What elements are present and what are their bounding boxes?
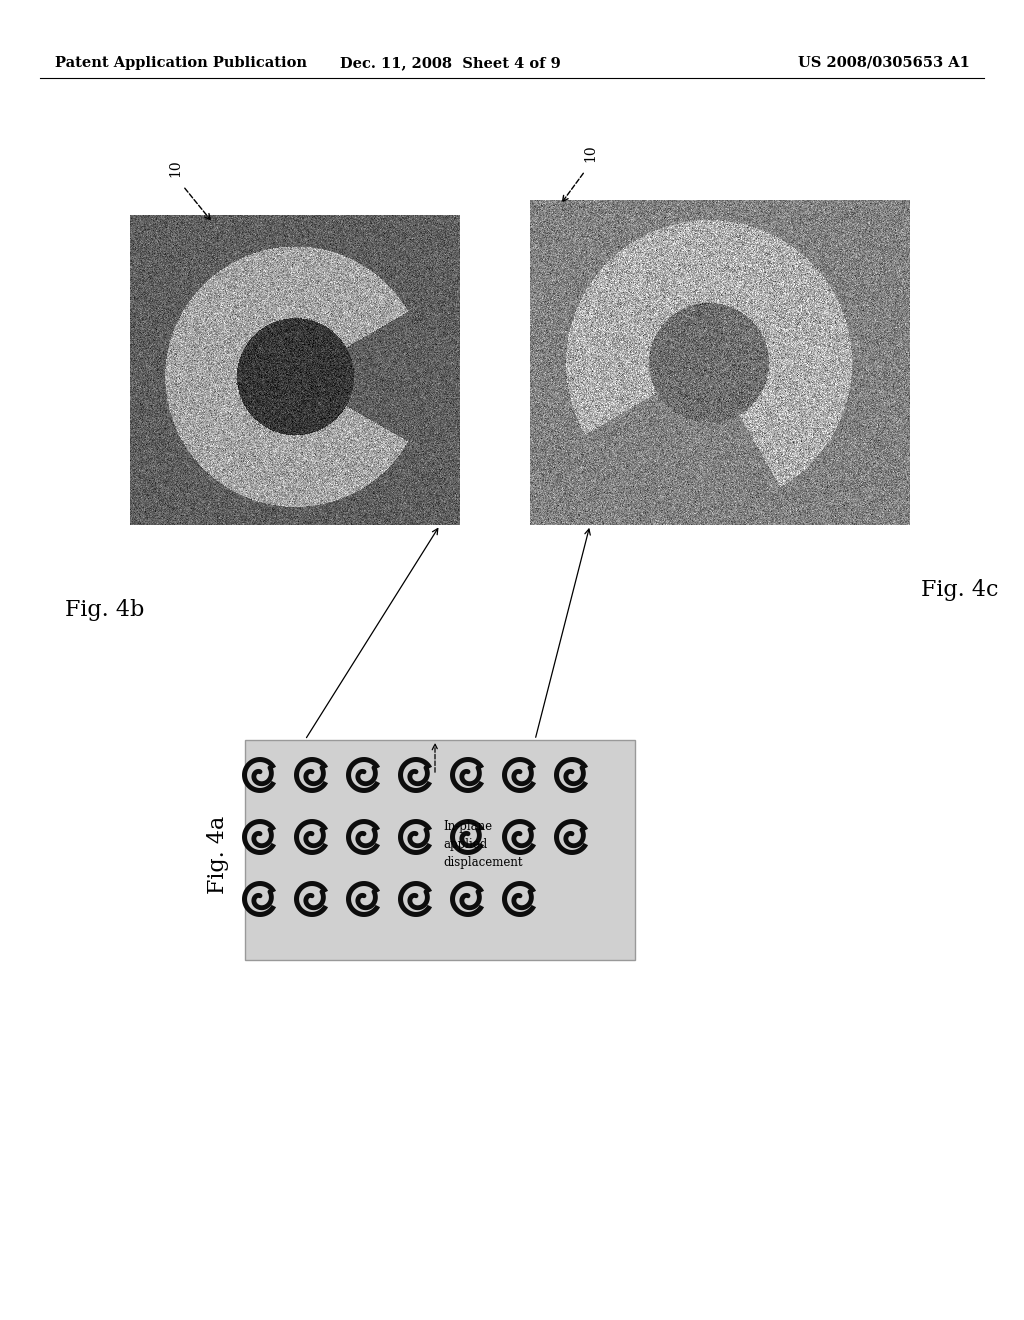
Text: Fig. 4b: Fig. 4b xyxy=(66,599,144,620)
Polygon shape xyxy=(346,756,380,793)
Text: Fig. 4a: Fig. 4a xyxy=(207,816,229,894)
Polygon shape xyxy=(294,880,328,917)
Polygon shape xyxy=(450,756,484,793)
Polygon shape xyxy=(502,880,536,917)
Text: Patent Application Publication: Patent Application Publication xyxy=(55,55,307,70)
Polygon shape xyxy=(554,756,588,793)
Polygon shape xyxy=(398,756,432,793)
Polygon shape xyxy=(242,880,276,917)
Polygon shape xyxy=(502,818,536,855)
Polygon shape xyxy=(346,818,380,855)
Polygon shape xyxy=(554,818,588,855)
Text: Fig. 4c: Fig. 4c xyxy=(922,579,998,601)
Polygon shape xyxy=(242,756,276,793)
Text: 10: 10 xyxy=(168,160,182,177)
Polygon shape xyxy=(398,880,432,917)
Polygon shape xyxy=(502,756,536,793)
Polygon shape xyxy=(450,880,484,917)
Polygon shape xyxy=(398,818,432,855)
Text: In-plane
applied
displacement: In-plane applied displacement xyxy=(443,820,522,869)
Polygon shape xyxy=(294,756,328,793)
Bar xyxy=(245,741,635,960)
Polygon shape xyxy=(242,818,276,855)
Polygon shape xyxy=(294,818,328,855)
Polygon shape xyxy=(346,880,380,917)
Text: US 2008/0305653 A1: US 2008/0305653 A1 xyxy=(798,55,970,70)
Text: Dec. 11, 2008  Sheet 4 of 9: Dec. 11, 2008 Sheet 4 of 9 xyxy=(340,55,560,70)
Polygon shape xyxy=(450,818,484,855)
Text: 10: 10 xyxy=(583,144,597,162)
